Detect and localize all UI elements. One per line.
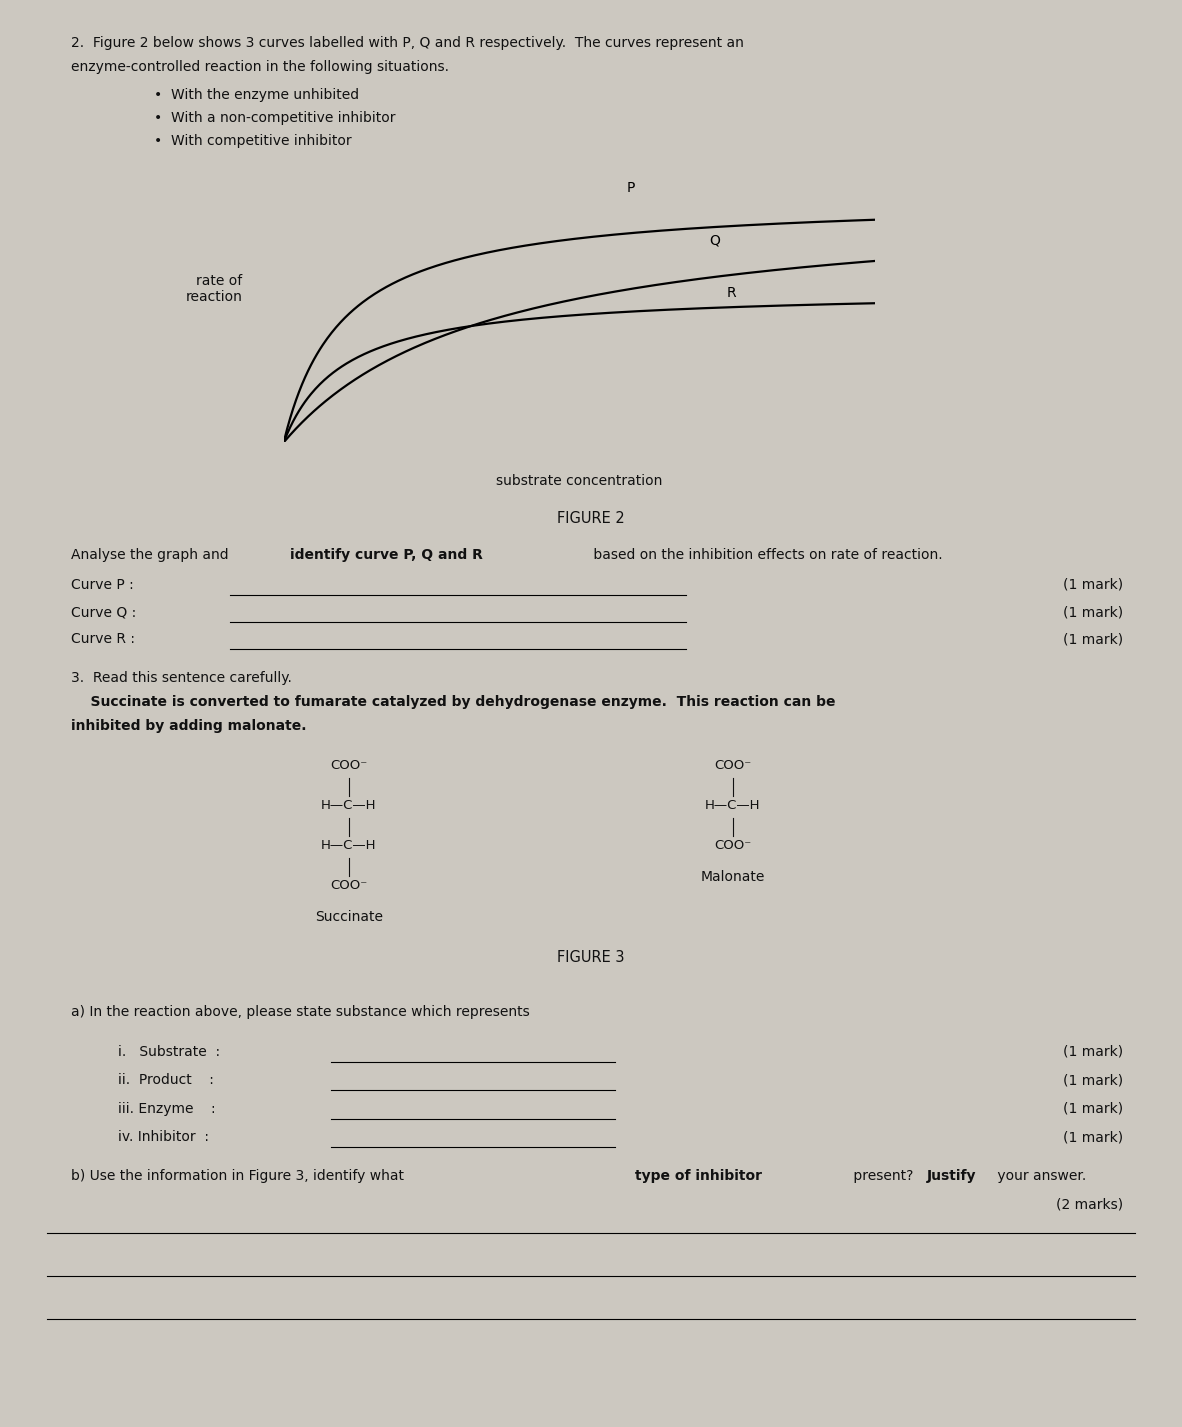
Text: substrate concentration: substrate concentration xyxy=(496,474,662,488)
Text: Curve P :: Curve P : xyxy=(71,578,134,592)
Text: H—C—H: H—C—H xyxy=(322,799,376,812)
Text: (1 mark): (1 mark) xyxy=(1063,605,1123,619)
Text: P: P xyxy=(626,181,635,194)
Text: Succinate is converted to fumarate catalyzed by dehydrogenase enzyme.  This reac: Succinate is converted to fumarate catal… xyxy=(71,695,836,709)
Text: FIGURE 2: FIGURE 2 xyxy=(557,511,625,527)
Text: Q: Q xyxy=(709,234,720,248)
Text: (2 marks): (2 marks) xyxy=(1056,1197,1123,1212)
Text: •  With the enzyme unhibited: • With the enzyme unhibited xyxy=(154,88,359,103)
Text: COO⁻: COO⁻ xyxy=(330,879,368,892)
Text: a) In the reaction above, please state substance which represents: a) In the reaction above, please state s… xyxy=(71,1005,530,1019)
Text: (1 mark): (1 mark) xyxy=(1063,1045,1123,1059)
Text: (1 mark): (1 mark) xyxy=(1063,1073,1123,1087)
Text: H—C—H: H—C—H xyxy=(706,799,760,812)
Text: 3.  Read this sentence carefully.: 3. Read this sentence carefully. xyxy=(71,671,292,685)
Text: based on the inhibition effects on rate of reaction.: based on the inhibition effects on rate … xyxy=(589,548,942,562)
Text: (1 mark): (1 mark) xyxy=(1063,1102,1123,1116)
Text: •  With a non-competitive inhibitor: • With a non-competitive inhibitor xyxy=(154,111,395,126)
Text: COO⁻: COO⁻ xyxy=(714,839,752,852)
Text: COO⁻: COO⁻ xyxy=(714,759,752,772)
Text: inhibited by adding malonate.: inhibited by adding malonate. xyxy=(71,719,306,733)
Text: rate of
reaction: rate of reaction xyxy=(186,274,242,304)
Text: (1 mark): (1 mark) xyxy=(1063,632,1123,646)
Text: i.   Substrate  :: i. Substrate : xyxy=(118,1045,220,1059)
Text: Justify: Justify xyxy=(927,1169,976,1183)
Text: (1 mark): (1 mark) xyxy=(1063,1130,1123,1144)
Text: Curve R :: Curve R : xyxy=(71,632,135,646)
Text: present?: present? xyxy=(849,1169,922,1183)
Text: •  With competitive inhibitor: • With competitive inhibitor xyxy=(154,134,351,148)
Text: R: R xyxy=(727,287,736,301)
Text: COO⁻: COO⁻ xyxy=(330,759,368,772)
Text: enzyme-controlled reaction in the following situations.: enzyme-controlled reaction in the follow… xyxy=(71,60,449,74)
Text: iii. Enzyme    :: iii. Enzyme : xyxy=(118,1102,216,1116)
Text: your answer.: your answer. xyxy=(993,1169,1086,1183)
Text: 2.  Figure 2 below shows 3 curves labelled with P, Q and R respectively.  The cu: 2. Figure 2 below shows 3 curves labelle… xyxy=(71,36,743,50)
Text: Succinate: Succinate xyxy=(314,910,383,925)
Text: Malonate: Malonate xyxy=(701,870,765,885)
Text: ii.  Product    :: ii. Product : xyxy=(118,1073,214,1087)
Text: (1 mark): (1 mark) xyxy=(1063,578,1123,592)
Text: iv. Inhibitor  :: iv. Inhibitor : xyxy=(118,1130,209,1144)
Text: identify curve P, Q and R: identify curve P, Q and R xyxy=(290,548,482,562)
Text: Curve Q :: Curve Q : xyxy=(71,605,136,619)
Text: b) Use the information in Figure 3, identify what: b) Use the information in Figure 3, iden… xyxy=(71,1169,408,1183)
Text: FIGURE 3: FIGURE 3 xyxy=(557,950,625,966)
Text: type of inhibitor: type of inhibitor xyxy=(635,1169,761,1183)
Text: Analyse the graph and: Analyse the graph and xyxy=(71,548,233,562)
Text: H—C—H: H—C—H xyxy=(322,839,376,852)
